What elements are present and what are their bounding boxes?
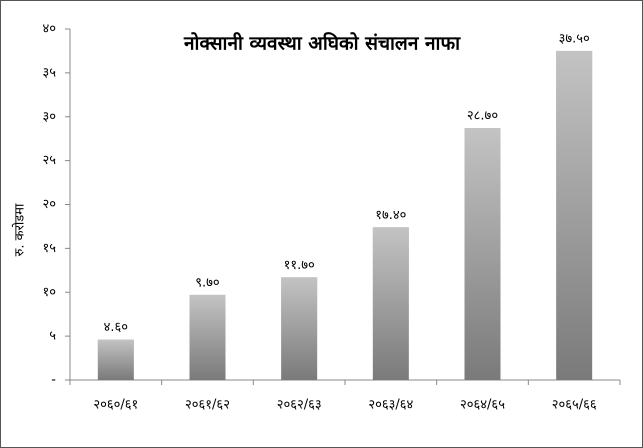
chart-title: नोक्सानी व्यवस्था अघिको संचालन नाफा (183, 32, 461, 55)
y-axis-label: रु. करोडमा (12, 203, 28, 256)
value-label: २८.७० (467, 109, 498, 124)
x-tick-label: २०६३/६४ (368, 398, 413, 413)
x-tick-label: २०६०/६१ (93, 398, 138, 413)
y-tick-label: ३० (42, 109, 56, 124)
y-tick-label: ४० (42, 22, 56, 37)
y-tick-label: १० (42, 285, 56, 300)
y-tick-label: ३५ (42, 65, 56, 80)
x-tick-label: २०६१/६२ (185, 398, 230, 413)
x-tick-label: २०६२/६३ (277, 398, 322, 413)
bar-shade (189, 294, 226, 380)
value-label: ९.७० (195, 275, 219, 290)
x-tick-label: २०६५/६६ (552, 398, 597, 413)
value-label: ४.६० (104, 320, 128, 335)
value-label: ११.७० (284, 258, 315, 273)
y-tick-label: - (51, 373, 56, 388)
y-tick-label: २० (42, 197, 56, 212)
bar-shade (281, 277, 318, 380)
bar-shade (372, 227, 409, 380)
bar-shade (464, 128, 501, 380)
x-tick-label: २०६४/६५ (460, 398, 505, 413)
y-tick-label: ५ (49, 329, 56, 344)
value-label: ३७.५० (559, 31, 590, 46)
value-label: १७.४० (375, 208, 406, 223)
y-tick-label: १५ (42, 241, 56, 256)
bar-shade (556, 50, 593, 380)
y-tick-label: २५ (42, 153, 56, 168)
bar-shade (97, 339, 134, 380)
